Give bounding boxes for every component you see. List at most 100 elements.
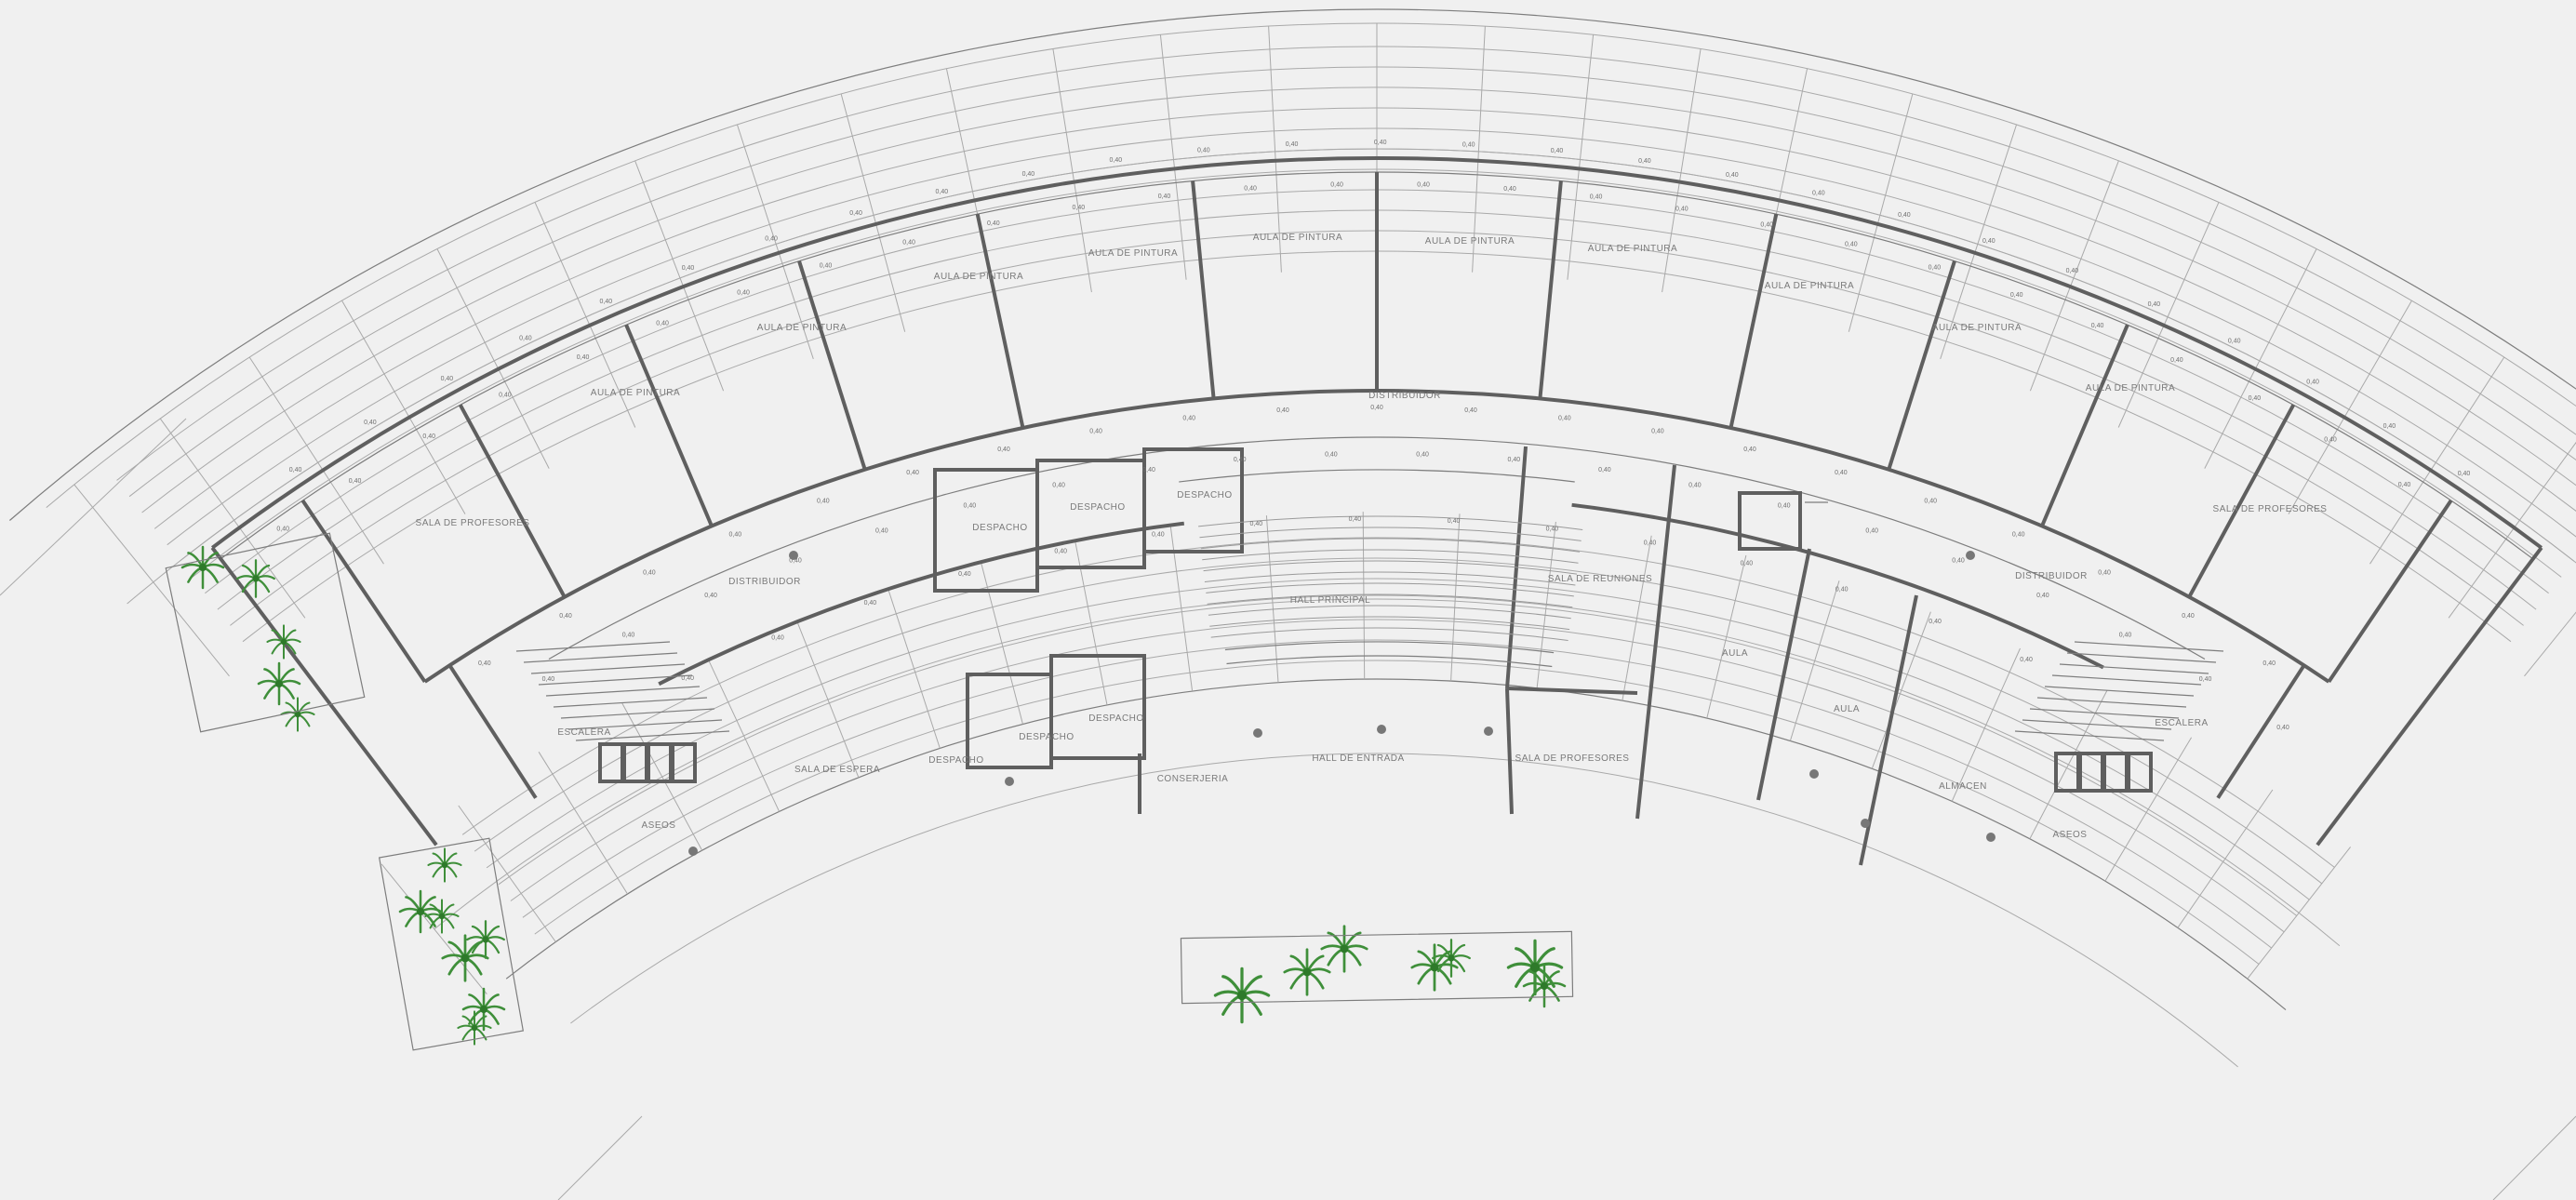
site-line-bottom: [557, 1115, 643, 1200]
trunk: [1302, 967, 1312, 977]
paving-hatch-front: [534, 660, 2260, 965]
stair-tread-left: [560, 708, 715, 719]
paving-hatch-front: [510, 619, 2285, 933]
dimension-tag-corridor: 0,40: [2182, 613, 2195, 620]
dimension-tag-outer: 0,40: [765, 236, 778, 243]
paving-joint: [341, 300, 466, 514]
classroom-partition: [975, 213, 1025, 429]
column: [1005, 777, 1014, 786]
dimension-tag-facade: 0,40: [1503, 186, 1516, 193]
stair-wall-right: [2216, 664, 2306, 799]
site-line-right: [2492, 1115, 2576, 1200]
paving-joint: [1472, 25, 1486, 273]
dimension-tags: 0,40 0,40 0,40 0,40 0,40 0,40 0,40 0,40 0,40 0,40…: [276, 140, 2470, 731]
palm-tree: [280, 697, 315, 732]
paving-joint: [159, 418, 306, 619]
planter-front: [1180, 930, 1574, 1005]
room-labels: SALA DE PROFESORES AULA DE PINTURA AULA …: [416, 233, 2327, 840]
dimension-tag-corridor: 0,40: [1835, 470, 1848, 476]
room-label-despacho-6: DESPACHO: [928, 755, 983, 766]
column: [1377, 725, 1386, 734]
paving-joint: [2369, 356, 2505, 565]
paving-joint-front: [1265, 515, 1279, 683]
paving-joint: [1567, 34, 1595, 280]
dimension-tag-inner: 0,40: [1507, 457, 1520, 463]
west-facade: [210, 546, 438, 847]
stair-tread-left: [515, 641, 671, 652]
dimension-tag-inner: 0,40: [622, 633, 635, 639]
trunk: [417, 908, 424, 915]
stair-tread-left: [575, 730, 730, 741]
site-edge-arc: [505, 678, 2287, 1011]
paving-hatch: [167, 127, 2576, 546]
dimension-tag-outer: 0,40: [1022, 171, 1035, 178]
trunk: [482, 936, 489, 943]
dimension-tag-outer: 0,40: [1638, 158, 1651, 165]
dimension-tag-facade: 0,40: [1330, 181, 1343, 188]
aula-b-wall: [1635, 464, 1676, 820]
dimension-tag-facade: 0,40: [987, 220, 1000, 227]
trunk: [294, 711, 301, 718]
stair-tread-right: [2036, 697, 2187, 708]
dimension-tag-inner: 0,40: [1234, 457, 1247, 463]
entrance-step: [1203, 560, 1578, 575]
room-label-hall-principal: HALL PRINCIPAL: [1290, 595, 1370, 606]
dimension-tag-corridor: 0,40: [906, 470, 919, 476]
room-label-distribuidor-der: DISTRIBUIDOR: [2015, 571, 2088, 581]
palm-tree: [1213, 967, 1271, 1024]
dimension-tag-facade: 0,40: [349, 478, 362, 485]
outer-edge-arc: [9, 8, 2576, 521]
dimension-tag-outer: 0,40: [1197, 147, 1210, 153]
outer-facade: [210, 156, 2543, 550]
classroom-partition: [300, 499, 427, 684]
room-label-escalera-der: ESCALERA: [2155, 718, 2208, 728]
dimension-tag-inner: 0,40: [704, 593, 717, 599]
dimension-tag-outer: 0,40: [1551, 148, 1564, 154]
dimension-tag-front: 0,40: [1835, 587, 1849, 593]
office-block-3: [1142, 447, 1244, 553]
dimension-tag-facade: 0,40: [1760, 221, 1773, 228]
paving-arc-low: [434, 594, 2341, 947]
stair-tread-right: [2059, 663, 2209, 674]
planter-edge: [1224, 641, 1555, 654]
paving-hatch: [153, 107, 2576, 529]
stair-tread-left: [567, 719, 723, 730]
palm-tree: [1522, 964, 1567, 1008]
dimension-tag-facade: 0,40: [1072, 205, 1085, 211]
palm-tree: [236, 559, 275, 598]
dimension-tag-outer: 0,40: [1286, 141, 1299, 148]
stair-tread-right: [2029, 708, 2180, 719]
paving-joint: [2524, 611, 2576, 677]
paving-joint-front: [380, 863, 487, 995]
palm-tree: [257, 661, 301, 706]
room-label-aseos-izq: ASEOS: [642, 820, 676, 831]
room-label-aula-6: AULA DE PINTURA: [1425, 236, 1515, 247]
dimension-tag-facade: 0,40: [2324, 437, 2337, 444]
dimension-tag-facade: 0,40: [2091, 323, 2104, 329]
classroom-partition: [797, 260, 867, 471]
paving-hatch-front: [498, 598, 2298, 916]
corridor-wall-outer: [423, 389, 2330, 684]
room-label-hall-entrada: HALL DE ENTRADA: [1312, 753, 1404, 764]
paving-joint-front: [1450, 513, 1461, 682]
room-label-aseos-der: ASEOS: [2053, 830, 2088, 840]
aula-b-wall-3: [1859, 594, 1918, 866]
trunk: [280, 638, 287, 646]
stair-tread-left: [530, 663, 686, 674]
dimension-tag-front: 0,40: [2020, 657, 2033, 663]
paving-joint: [436, 248, 550, 469]
stair-tread-left: [523, 652, 678, 663]
paving-hatch-front: [474, 557, 2323, 885]
dimension-tag-inner: 0,40: [789, 558, 802, 565]
dimension-tag-facade: 0,40: [737, 289, 750, 296]
palm-tree: [180, 545, 225, 590]
column: [1809, 769, 1819, 779]
dimension-tag-outer: 0,40: [1726, 172, 1739, 179]
dimension-tag-corridor: 0,40: [478, 660, 491, 667]
paving-joint-front: [1706, 554, 1747, 719]
dimension-tag-inner: 0,40: [875, 527, 888, 534]
entrance-steps: [1198, 515, 1583, 668]
planter-left-lower: [378, 837, 525, 1051]
paving-joint-front: [888, 589, 941, 749]
dimension-tag-corridor: 0,40: [1089, 428, 1102, 434]
